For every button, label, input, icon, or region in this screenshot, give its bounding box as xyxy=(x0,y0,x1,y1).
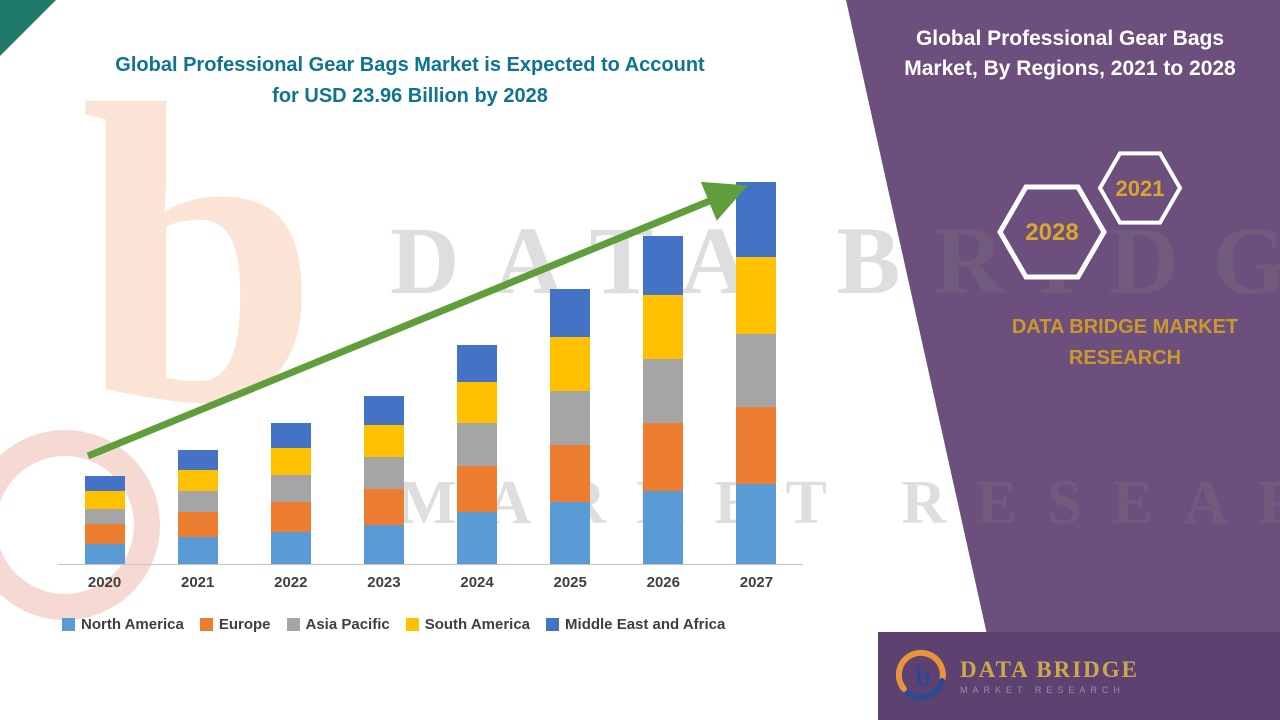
segment-europe xyxy=(736,407,777,484)
svg-text:b: b xyxy=(915,662,931,693)
hexagon-2021 xyxy=(1097,151,1183,225)
legend-item: South America xyxy=(405,616,531,633)
segment-europe xyxy=(643,423,684,491)
segment-asia-pacific xyxy=(177,491,218,512)
x-tick-label: 2020 xyxy=(87,574,122,591)
hexagon-2028 xyxy=(997,184,1107,280)
legend-swatch xyxy=(405,618,419,631)
x-tick-label: 2022 xyxy=(274,574,308,591)
stacked-bar-2022 xyxy=(270,423,311,564)
legend-label: South America xyxy=(424,616,531,633)
x-tick-label: 2021 xyxy=(181,574,215,591)
segment-middle-east-and-africa xyxy=(550,289,591,337)
segment-north-america xyxy=(643,491,684,564)
segment-south-america xyxy=(270,448,311,475)
stacked-bar-2023 xyxy=(363,396,404,564)
legend-item: Asia Pacific xyxy=(286,616,390,633)
segment-europe xyxy=(550,445,591,502)
stacked-bar-2020 xyxy=(84,476,125,564)
x-tick-label: 2027 xyxy=(739,574,774,591)
legend-item: North America xyxy=(62,616,184,633)
legend-swatch xyxy=(546,618,560,631)
chart-title-line1: Global Professional Gear Bags Market is … xyxy=(115,54,705,76)
segment-south-america xyxy=(550,337,591,391)
segment-middle-east-and-africa xyxy=(643,236,684,295)
segment-north-america xyxy=(457,512,498,564)
stacked-bar-2025 xyxy=(550,289,591,564)
segment-asia-pacific xyxy=(736,334,777,407)
stacked-bar-2021 xyxy=(177,450,218,564)
segment-middle-east-and-africa xyxy=(363,396,404,425)
chart-title: Global Professional Gear Bags Market is … xyxy=(20,50,800,112)
segment-middle-east-and-africa xyxy=(177,450,218,470)
segment-south-america xyxy=(363,425,404,457)
x-tick-label: 2025 xyxy=(553,574,587,591)
legend-swatch xyxy=(286,618,300,631)
x-axis-labels: 2020 2021 2022 2023 2024 2025 2026 2027 xyxy=(58,574,803,598)
segment-north-america xyxy=(363,525,404,564)
segment-asia-pacific xyxy=(643,359,684,423)
segment-asia-pacific xyxy=(363,457,404,489)
segment-middle-east-and-africa xyxy=(270,423,311,448)
x-tick-label: 2023 xyxy=(367,574,401,591)
segment-south-america xyxy=(457,382,498,423)
segment-north-america xyxy=(736,484,777,564)
segment-europe xyxy=(177,512,218,537)
segment-asia-pacific xyxy=(457,423,498,466)
corner-triangle xyxy=(0,0,56,56)
legend-label: North America xyxy=(81,616,184,633)
brand-logo: b DATA BRIDGE MARKET RESEARCH xyxy=(896,649,1139,703)
segment-europe xyxy=(457,466,498,512)
segment-south-america xyxy=(84,491,125,509)
x-tick-label: 2026 xyxy=(646,574,680,591)
brand-logo-name: DATA BRIDGE xyxy=(960,656,1139,682)
legend-swatch xyxy=(199,618,213,631)
x-tick-label: 2024 xyxy=(460,574,494,591)
segment-europe xyxy=(84,524,125,544)
brand-logo-text: DATA BRIDGE MARKET RESEARCH xyxy=(960,657,1139,695)
legend: North America Europe Asia Pacific South Ame… xyxy=(62,616,822,633)
segment-europe xyxy=(270,502,311,532)
segment-north-america xyxy=(177,537,218,564)
stacked-bar-2026 xyxy=(643,236,684,564)
stacked-bar-2027 xyxy=(736,182,777,564)
legend-swatch xyxy=(62,618,75,631)
footer-band: b DATA BRIDGE MARKET RESEARCH xyxy=(878,632,1280,720)
legend-label: Asia Pacific xyxy=(305,616,390,633)
segment-middle-east-and-africa xyxy=(457,345,498,382)
plot-area xyxy=(58,155,803,565)
segment-north-america xyxy=(270,532,311,564)
stacked-bar-2024 xyxy=(457,345,498,564)
segment-asia-pacific xyxy=(270,475,311,502)
legend-label: Europe xyxy=(218,616,271,633)
brand-logo-icon: b xyxy=(896,649,946,701)
segment-middle-east-and-africa xyxy=(84,476,125,491)
segment-north-america xyxy=(550,502,591,564)
hexagon-2028-year: 2028 xyxy=(1025,219,1078,246)
segment-middle-east-and-africa xyxy=(736,182,777,257)
legend-label: Middle East and Africa xyxy=(565,616,726,633)
segment-europe xyxy=(363,489,404,525)
year-hexagons: 2028 2021 xyxy=(997,151,1183,280)
chart-title-line2: for USD 23.96 Billion by 2028 xyxy=(272,85,548,107)
segment-north-america xyxy=(84,544,125,564)
legend-item: Europe xyxy=(199,616,271,633)
hexagon-2021-year: 2021 xyxy=(1116,176,1165,201)
side-panel-brand-text: DATA BRIDGE MARKET RESEARCH xyxy=(1011,316,1239,369)
segment-south-america xyxy=(643,295,684,359)
side-panel-title: Global Professional Gear Bags Market, By… xyxy=(904,27,1236,81)
legend-item: Middle East and Africa xyxy=(546,616,725,633)
segment-asia-pacific xyxy=(550,391,591,445)
segment-asia-pacific xyxy=(84,509,125,524)
segment-south-america xyxy=(736,257,777,334)
segment-south-america xyxy=(177,470,218,491)
brand-logo-subtitle: MARKET RESEARCH xyxy=(960,685,1125,696)
